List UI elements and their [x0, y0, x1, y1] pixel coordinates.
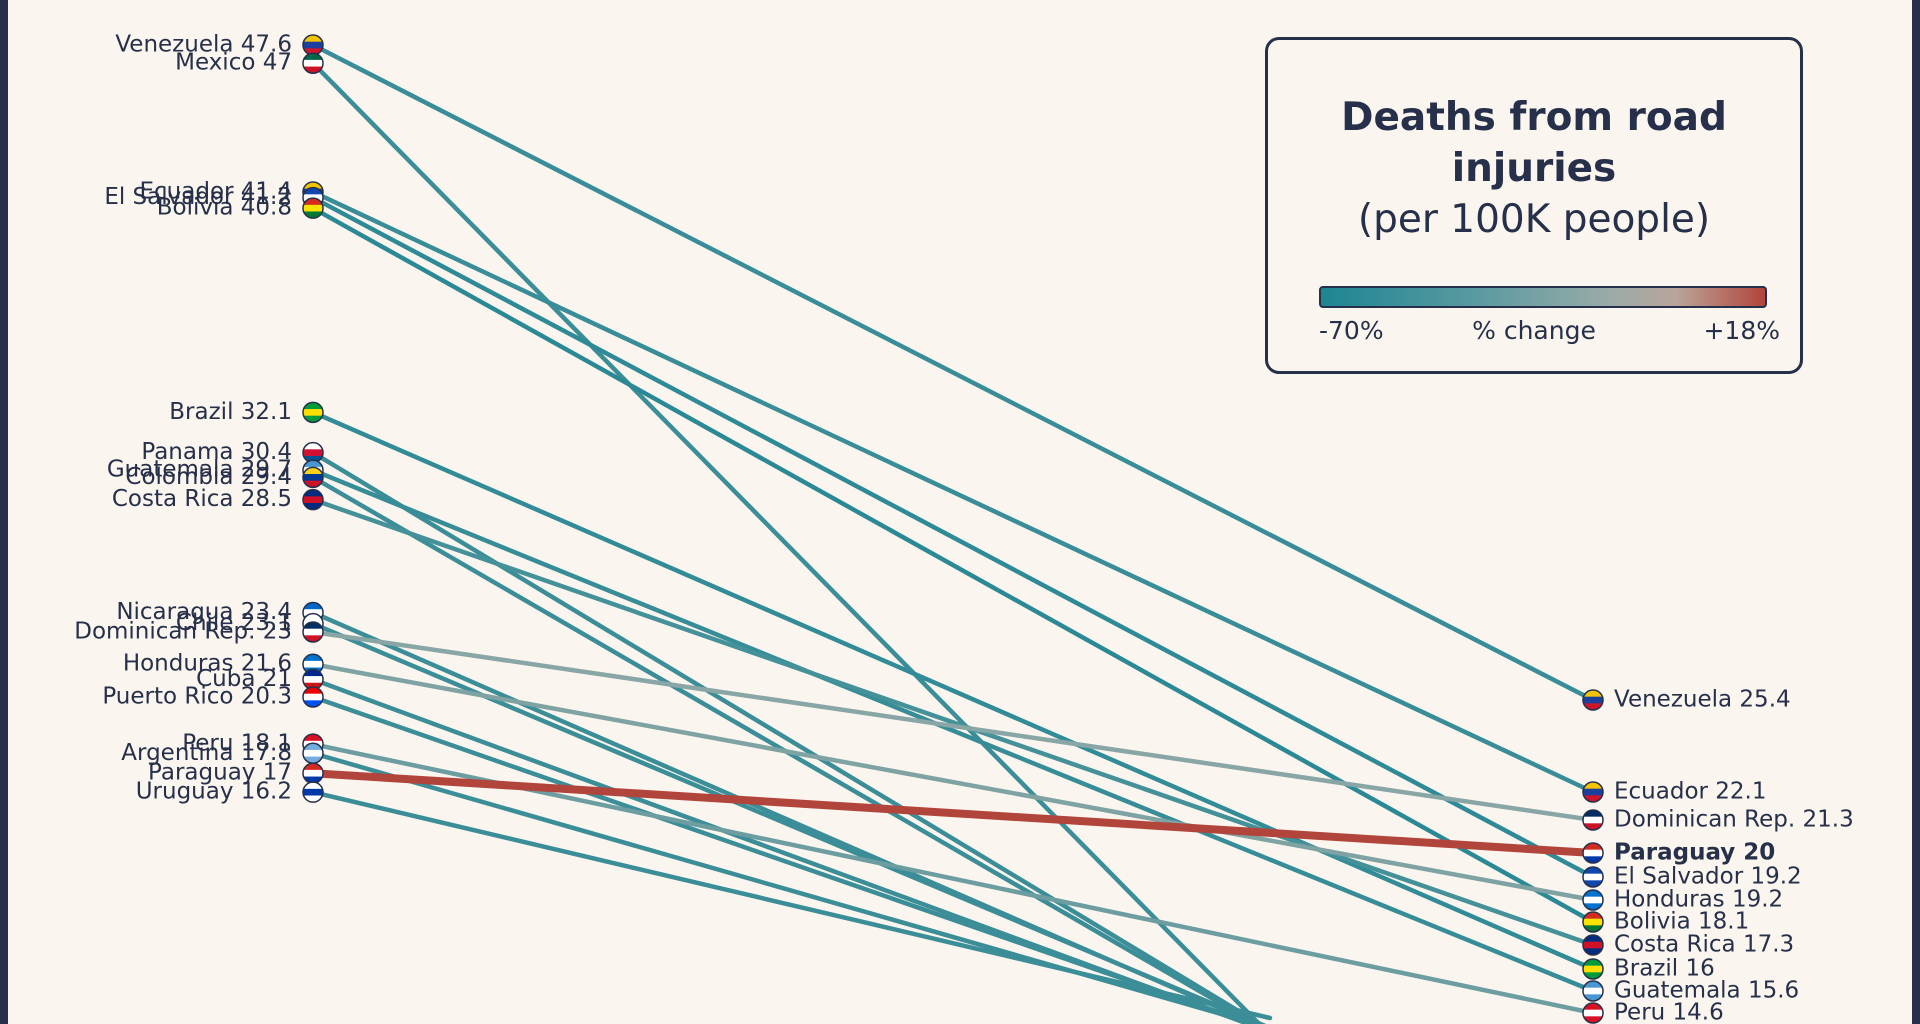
end-label-honduras: Honduras 19.2 [1614, 887, 1783, 913]
frame-right-border [1912, 0, 1920, 1024]
slope-line-chile [310, 621, 1267, 1024]
slope-line-brazil [310, 410, 1596, 972]
country-labels: Venezuela 47.6 Venezuela 25.4 Mexico 47 Ecu… [74, 32, 1853, 1024]
slope-line-paraguay [309, 769, 1597, 857]
slope-lines [309, 42, 1597, 1024]
start-label-costa-rica: Costa Rica 28.5 [112, 486, 292, 512]
end-label-brazil: Brazil 16 [1614, 956, 1715, 982]
flag-costa-rica-end [1582, 934, 1604, 956]
slope-line-nicaragua [310, 610, 1262, 1024]
end-label-venezuela: Venezuela 25.4 [1614, 687, 1791, 713]
end-label-peru: Peru 14.6 [1614, 1000, 1724, 1024]
flag-costa-rica-start [302, 488, 324, 511]
flag-paraguay-end [1582, 842, 1604, 864]
flag-venezuela-start [302, 34, 324, 56]
flag-bolivia-start [302, 197, 324, 219]
slope-line-honduras [310, 661, 1596, 903]
start-label-uruguay: Uruguay 16.2 [136, 779, 292, 805]
start-label-guatemala: Guatemala 29.7 [107, 457, 292, 483]
end-label-guatemala: Guatemala 15.6 [1614, 978, 1799, 1004]
start-label-el-salvador: El Salvador 41.2 [104, 184, 292, 210]
flag-honduras-end [1582, 889, 1604, 911]
flag-dominican-rep-start [302, 621, 324, 643]
flag-puerto-rico-start [302, 686, 324, 708]
start-label-chile: Chile 23.1 [176, 610, 292, 636]
end-label-bolivia: Bolivia 18.1 [1614, 909, 1749, 935]
flag-paraguay-start [302, 762, 324, 784]
flag-venezuela-end [1582, 689, 1604, 711]
flag-dominican-rep-end [1582, 809, 1604, 831]
frame-left-border [0, 0, 8, 1024]
start-label-honduras: Honduras 21.6 [123, 651, 292, 677]
flag-uruguay-start [302, 781, 324, 803]
start-label-paraguay: Paraguay 17 [148, 760, 292, 786]
slope-line-el-salvador [310, 195, 1596, 880]
slope-line-cuba [310, 677, 1255, 1024]
slope-line-panama [310, 450, 1265, 1024]
start-label-nicaragua: Nicaragua 23.4 [116, 599, 292, 625]
start-label-ecuador: Ecuador 41.4 [140, 178, 293, 204]
start-label-mexico: Mexico 47 [175, 50, 292, 76]
start-label-peru: Peru 18.1 [182, 731, 292, 757]
slope-line-dominican-rep [310, 629, 1596, 823]
slope-line-mexico [310, 60, 1263, 1024]
flag-colombia-start [302, 466, 324, 489]
flag-markers [302, 34, 1604, 1024]
slope-line-bolivia [310, 205, 1596, 925]
slope-line-guatemala [310, 467, 1596, 994]
end-label-el-salvador: El Salvador 19.2 [1614, 864, 1802, 890]
start-label-brazil: Brazil 32.1 [169, 399, 292, 425]
flag-ecuador-end [1582, 781, 1604, 803]
legend-max-label: +18% [1703, 316, 1780, 345]
flag-brazil-start [302, 401, 324, 424]
end-label-paraguay: Paraguay 20 [1614, 840, 1775, 866]
start-label-cuba: Cuba 21 [196, 666, 292, 692]
end-label-dominican-rep: Dominican Rep. 21.3 [1614, 807, 1854, 833]
flag-argentina-start [302, 742, 324, 765]
flag-brazil-end [1582, 958, 1604, 980]
slope-line-uruguay [310, 789, 1273, 1021]
start-label-dominican-rep: Dominican Rep. 23 [74, 619, 292, 645]
legend-box: Deaths from road injuries (per 100K peop… [1265, 37, 1803, 374]
start-label-venezuela: Venezuela 47.6 [115, 32, 292, 58]
slope-line-colombia [310, 475, 1261, 1024]
legend-center-label: % change [1472, 316, 1596, 345]
slope-line-venezuela [310, 42, 1596, 703]
flag-mexico-start [302, 52, 324, 74]
start-label-puerto-rico: Puerto Rico 20.3 [102, 684, 292, 710]
end-label-costa-rica: Costa Rica 17.3 [1614, 932, 1794, 958]
start-label-argentina: Argentina 17.8 [121, 740, 292, 766]
flag-guatemala-end [1582, 980, 1604, 1002]
chart-title: Deaths from road injuries [1341, 95, 1727, 191]
color-scale-bar [1319, 286, 1767, 308]
flag-peru-end [1582, 1002, 1604, 1024]
flag-el-salvador-end [1582, 866, 1604, 888]
slope-line-ecuador [310, 189, 1596, 795]
slope-line-costa-rica [310, 497, 1596, 948]
slope-line-puerto-rico [310, 694, 1260, 1024]
end-label-ecuador: Ecuador 22.1 [1614, 779, 1767, 805]
start-label-colombia: Colombia 29.4 [125, 464, 292, 490]
start-label-bolivia: Bolivia 40.8 [157, 195, 292, 221]
legend-min-label: -70% [1319, 316, 1384, 345]
chart-subtitle: (per 100K people) [1357, 197, 1711, 242]
start-label-panama: Panama 30.4 [141, 439, 292, 465]
flag-bolivia-end [1582, 911, 1604, 933]
